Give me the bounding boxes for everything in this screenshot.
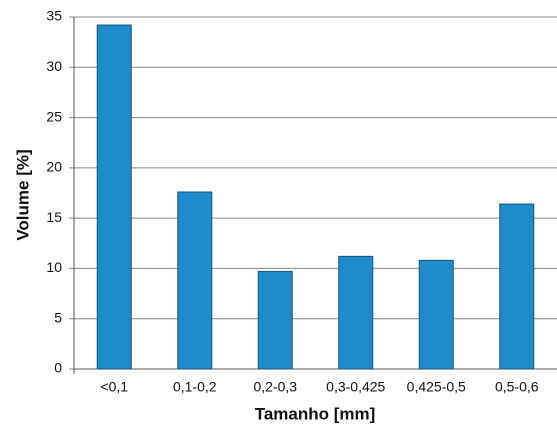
bar [257, 270, 293, 370]
x-tick-label: 0,5-0,6 [495, 379, 539, 395]
bar [499, 203, 535, 370]
bar [418, 259, 454, 370]
y-tick-label: 10 [46, 259, 62, 275]
y-axis-title: Volume [%] [13, 149, 32, 240]
y-tick-label: 25 [46, 108, 62, 124]
bar [338, 255, 374, 370]
x-tick-label: 0,2-0,3 [253, 379, 297, 395]
x-tick-label: 0,1-0,2 [173, 379, 217, 395]
y-tick-label: 20 [46, 159, 62, 175]
y-tick-label: 5 [54, 309, 62, 325]
x-axis-title: Tamanho [mm] [255, 404, 376, 423]
y-tick-label: 35 [46, 8, 62, 24]
bar [177, 191, 213, 370]
y-tick-label: 30 [46, 58, 62, 74]
x-tick-label: 0,425-0,5 [407, 379, 466, 395]
x-tick-label: <0,1 [100, 379, 128, 395]
y-tick-label: 0 [54, 360, 62, 376]
y-tick-label: 15 [46, 209, 62, 225]
x-tick-label: 0,3-0,425 [326, 379, 385, 395]
bar [96, 24, 132, 370]
